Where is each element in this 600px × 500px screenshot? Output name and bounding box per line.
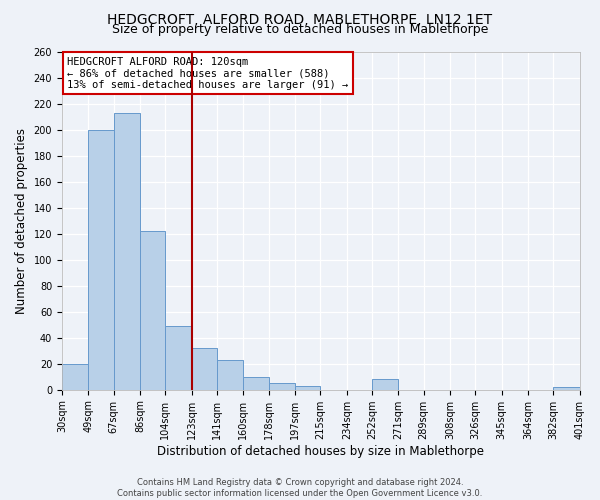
Bar <box>269 383 295 390</box>
Bar <box>165 326 192 390</box>
Bar <box>372 380 398 390</box>
Bar <box>88 130 113 390</box>
Text: HEDGCROFT, ALFORD ROAD, MABLETHORPE, LN12 1ET: HEDGCROFT, ALFORD ROAD, MABLETHORPE, LN1… <box>107 12 493 26</box>
Bar <box>140 231 165 390</box>
Text: Contains HM Land Registry data © Crown copyright and database right 2024.
Contai: Contains HM Land Registry data © Crown c… <box>118 478 482 498</box>
X-axis label: Distribution of detached houses by size in Mablethorpe: Distribution of detached houses by size … <box>157 444 484 458</box>
Text: Size of property relative to detached houses in Mablethorpe: Size of property relative to detached ho… <box>112 22 488 36</box>
Bar <box>62 364 88 390</box>
Y-axis label: Number of detached properties: Number of detached properties <box>15 128 28 314</box>
Bar <box>192 348 217 390</box>
Text: HEDGCROFT ALFORD ROAD: 120sqm
← 86% of detached houses are smaller (588)
13% of : HEDGCROFT ALFORD ROAD: 120sqm ← 86% of d… <box>67 56 349 90</box>
Bar <box>295 386 320 390</box>
Bar <box>113 112 140 390</box>
Bar <box>217 360 244 390</box>
Bar <box>553 387 580 390</box>
Bar <box>244 376 269 390</box>
